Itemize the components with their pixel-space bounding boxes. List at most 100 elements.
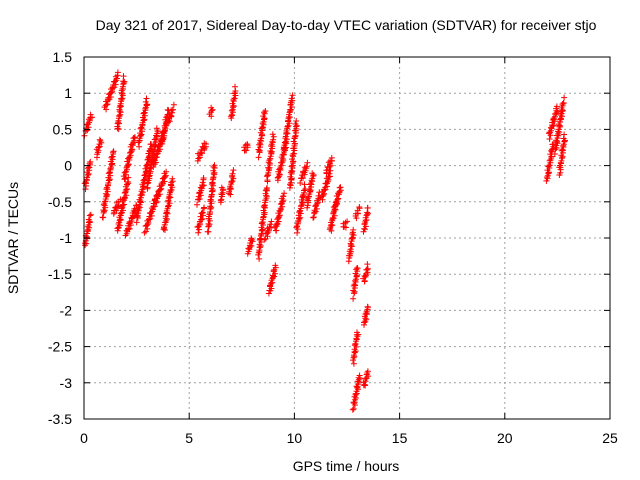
data-point [117,212,124,219]
y-tick-labels: -3.5 -3 -2.5 -2 -1.5 -1 -0.5 0 0.5 1 1.5 [48,49,72,427]
data-point [208,200,215,207]
data-point [248,236,255,243]
data-point [263,186,270,193]
data-point [117,102,124,109]
y-tick-label: 1.5 [53,49,73,65]
x-tick-label: 10 [287,430,303,446]
y-tick-label: 0.5 [53,121,73,137]
data-point [297,205,304,212]
data-point [139,189,146,196]
data-point [272,264,279,271]
data-point [284,125,291,132]
data-point [257,233,264,239]
data-point [264,178,271,185]
data-point [260,121,267,128]
data-point [265,229,272,235]
data-point [161,225,168,232]
data-point [96,143,103,150]
data-point [199,150,205,157]
data-point [329,217,336,224]
data-point [217,197,224,204]
data-point [272,227,279,234]
data-point [163,209,170,216]
data-point [133,219,140,226]
data-point [116,120,122,127]
data-point [267,155,274,162]
data-point [559,102,566,109]
data-point [136,138,143,144]
data-point [84,230,91,237]
data-point [350,226,357,233]
data-point [128,218,135,224]
data-point [138,188,145,195]
data-point [153,154,160,161]
data-point [348,248,355,255]
data-point [348,238,355,245]
data-point [248,242,255,249]
data-point [314,200,321,207]
data-point [300,175,306,182]
data-point [84,223,91,230]
data-point [297,180,304,186]
y-tick-label: -1 [60,230,73,246]
data-point [310,214,317,221]
data-point [312,208,319,215]
data-point [220,187,227,194]
data-point [327,173,333,180]
data-point [292,133,299,140]
data-point [354,265,361,271]
data-point [547,127,554,134]
data-point [161,221,168,228]
data-point [152,159,159,166]
x-tick-labels: 0 5 10 15 20 25 [80,430,618,446]
data-point [556,129,563,136]
data-point [123,230,130,237]
data-point [353,338,359,345]
y-tick-label: 1 [64,85,72,101]
data-point [355,381,362,388]
data-point [230,98,237,105]
data-point [122,175,129,182]
data-point [301,189,307,196]
data-point [553,103,560,110]
data-point [349,406,356,413]
data-point [316,189,323,196]
data-point [277,206,284,213]
data-point [117,216,124,223]
data-point [274,177,281,184]
data-point [352,279,359,285]
data-point [87,161,94,168]
x-tick-label: 5 [185,430,193,446]
data-point [557,112,564,118]
data-point [167,189,174,196]
data-point [230,167,237,174]
x-tick-label: 0 [80,430,88,446]
data-point [161,128,168,135]
data-point [349,231,356,237]
data-point [365,210,371,217]
data-point [293,118,300,124]
data-point [260,222,267,228]
data-point [208,194,215,200]
data-point [140,117,147,124]
data-point [198,187,205,194]
data-point [145,179,152,186]
data-point [555,128,561,135]
data-point [139,122,146,129]
x-axis-label: GPS time / hours [293,458,400,474]
data-point [153,198,159,205]
data-point [147,215,154,222]
data-point [263,173,270,180]
data-point [107,172,114,179]
data-point [248,235,255,242]
grid-lines [84,57,610,419]
data-point [144,185,151,192]
data-point [165,117,172,124]
data-point [346,248,353,255]
data-point [352,348,359,355]
data-point [100,209,107,216]
data-point [558,155,565,162]
data-point [269,131,276,138]
data-point [209,179,216,186]
